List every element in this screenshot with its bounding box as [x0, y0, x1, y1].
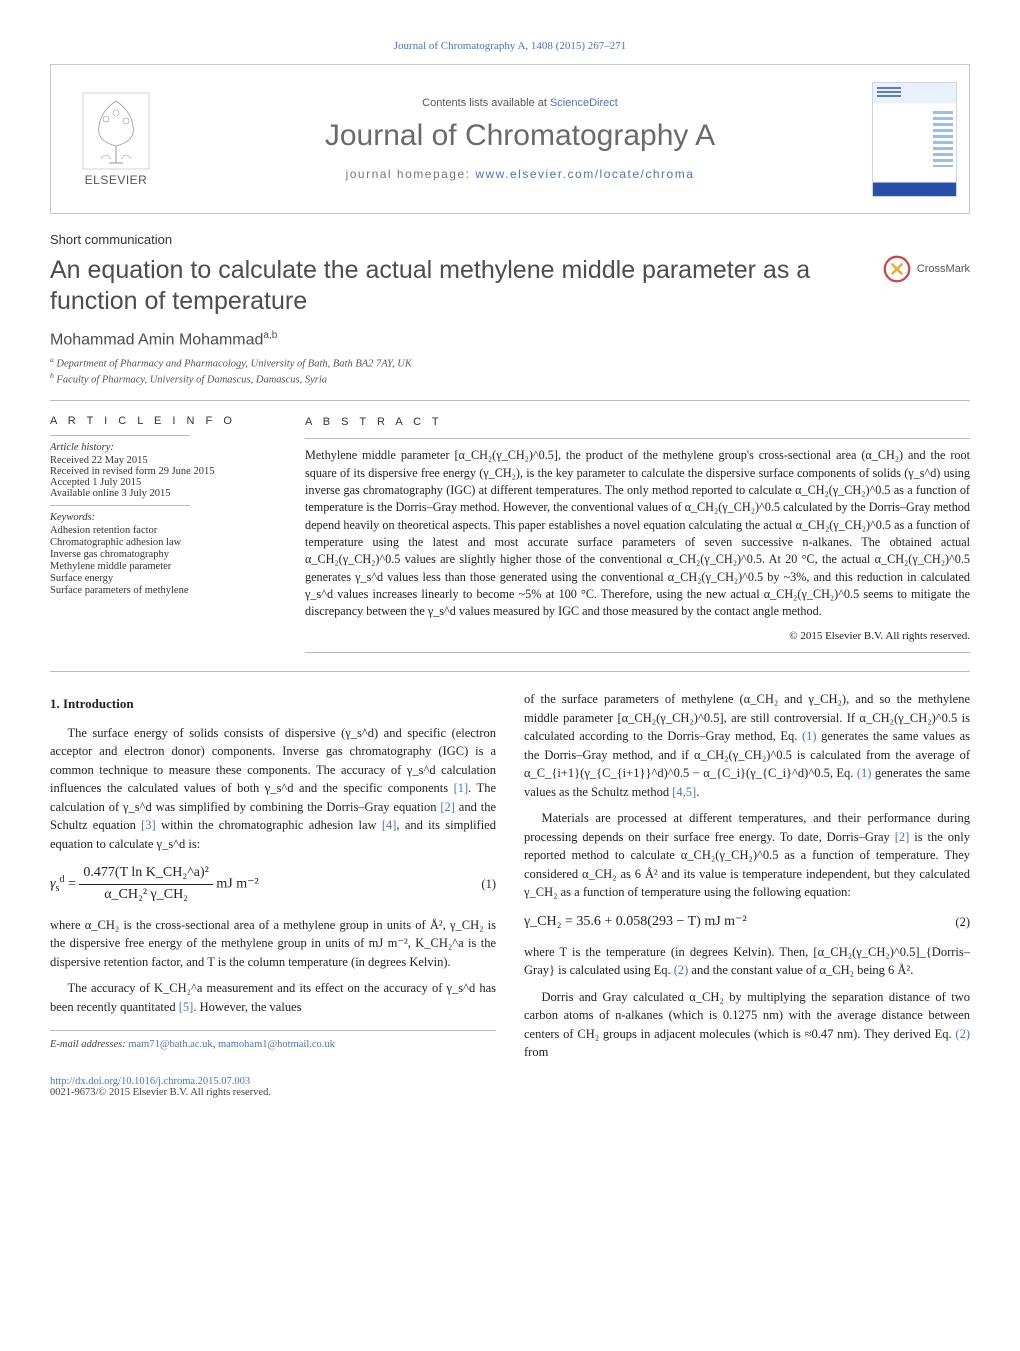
- keyword: Methylene middle parameter: [50, 561, 275, 572]
- publisher-name: ELSEVIER: [81, 173, 151, 187]
- email-link[interactable]: mamoham1@hotmail.co.uk: [218, 1039, 335, 1050]
- divider: [50, 671, 970, 672]
- elsevier-tree-icon: [81, 91, 151, 171]
- citation-link[interactable]: [1]: [454, 781, 469, 795]
- contents-line: Contents lists available at ScienceDirec…: [422, 97, 618, 109]
- article-info-sidebar: A R T I C L E I N F O Article history: R…: [50, 415, 275, 654]
- divider: [50, 400, 970, 401]
- equation-number: (1): [481, 875, 496, 894]
- journal-header: ELSEVIER Contents lists available at Sci…: [50, 64, 970, 214]
- journal-cover-thumb[interactable]: [859, 65, 969, 213]
- citation-link[interactable]: [3]: [141, 818, 156, 832]
- citation-link[interactable]: [5]: [179, 1000, 194, 1014]
- doi-link[interactable]: http://dx.doi.org/10.1016/j.chroma.2015.…: [50, 1076, 970, 1087]
- article-info-heading: A R T I C L E I N F O: [50, 415, 275, 427]
- crossmark-icon: [883, 255, 911, 283]
- keywords-list: Adhesion retention factor Chromatographi…: [50, 525, 275, 596]
- left-column: 1. Introduction The surface energy of so…: [50, 690, 496, 1069]
- section-heading: 1. Introduction: [50, 694, 496, 713]
- journal-name: Journal of Chromatography A: [325, 119, 715, 153]
- citation-link[interactable]: [4]: [382, 818, 397, 832]
- citation-link[interactable]: [2]: [895, 830, 910, 844]
- abstract-copyright: © 2015 Elsevier B.V. All rights reserved…: [305, 629, 970, 645]
- right-para-2: Materials are processed at different tem…: [524, 809, 970, 902]
- keyword: Chromatographic adhesion law: [50, 537, 275, 548]
- keyword: Surface parameters of methylene: [50, 585, 275, 596]
- history-label: Article history:: [50, 442, 275, 453]
- keyword: Inverse gas chromatography: [50, 549, 275, 560]
- keyword: Surface energy: [50, 573, 275, 584]
- eqref-link[interactable]: (1): [857, 766, 872, 780]
- eqref-link[interactable]: (2): [955, 1027, 970, 1041]
- body-columns: 1. Introduction The surface energy of so…: [50, 690, 970, 1069]
- footnotes: E-mail addresses: mam71@bath.ac.uk, mamo…: [50, 1030, 496, 1053]
- homepage-link[interactable]: www.elsevier.com/locate/chroma: [475, 167, 694, 181]
- keywords-label: Keywords:: [50, 512, 275, 523]
- right-para-1: of the surface parameters of methylene (…: [524, 690, 970, 801]
- intro-para-3: The accuracy of K_CH₂^a measurement and …: [50, 979, 496, 1016]
- right-column: of the surface parameters of methylene (…: [524, 690, 970, 1069]
- affiliations: a Department of Pharmacy and Pharmacolog…: [50, 355, 970, 386]
- date-online: Available online 3 July 2015: [50, 488, 275, 499]
- rights-line: 0021-9673/© 2015 Elsevier B.V. All right…: [50, 1087, 970, 1098]
- authors: Mohammad Amin Mohammada,b: [50, 330, 970, 349]
- equation-2: γ_CH₂ = 35.6 + 0.058(293 − T) mJ m⁻² (2): [524, 912, 970, 933]
- citation-link[interactable]: [2]: [440, 800, 455, 814]
- homepage-line: journal homepage: www.elsevier.com/locat…: [346, 167, 695, 181]
- right-para-4: Dorris and Gray calculated α_CH₂ by mult…: [524, 988, 970, 1062]
- abstract: A B S T R A C T Methylene middle paramet…: [305, 415, 970, 654]
- email-link[interactable]: mam71@bath.ac.uk: [128, 1039, 212, 1050]
- article-type: Short communication: [50, 232, 970, 247]
- crossmark-badge[interactable]: CrossMark: [883, 255, 970, 283]
- abstract-text: Methylene middle parameter [α_CH₂(γ_CH₂)…: [305, 447, 970, 620]
- sciencedirect-link[interactable]: ScienceDirect: [550, 97, 618, 109]
- date-accepted: Accepted 1 July 2015: [50, 477, 275, 488]
- citation-link[interactable]: [4,5]: [672, 785, 696, 799]
- intro-para-2: where α_CH₂ is the cross-sectional area …: [50, 916, 496, 972]
- equation-1: γsd = 0.477(T ln K_CH₂^a)² α_CH₂² γ_CH₂ …: [50, 863, 496, 905]
- publisher-logo[interactable]: ELSEVIER: [51, 65, 181, 213]
- date-revised: Received in revised form 29 June 2015: [50, 466, 275, 477]
- intro-para-1: The surface energy of solids consists of…: [50, 724, 496, 854]
- abstract-heading: A B S T R A C T: [305, 415, 970, 431]
- eqref-link[interactable]: (2): [674, 963, 689, 977]
- eqref-link[interactable]: (1): [802, 729, 817, 743]
- date-received: Received 22 May 2015: [50, 455, 275, 466]
- keyword: Adhesion retention factor: [50, 525, 275, 536]
- article-title: An equation to calculate the actual meth…: [50, 255, 867, 318]
- equation-number: (2): [955, 913, 970, 932]
- right-para-3: where T is the temperature (in degrees K…: [524, 943, 970, 980]
- journal-citation: Journal of Chromatography A, 1408 (2015)…: [50, 40, 970, 52]
